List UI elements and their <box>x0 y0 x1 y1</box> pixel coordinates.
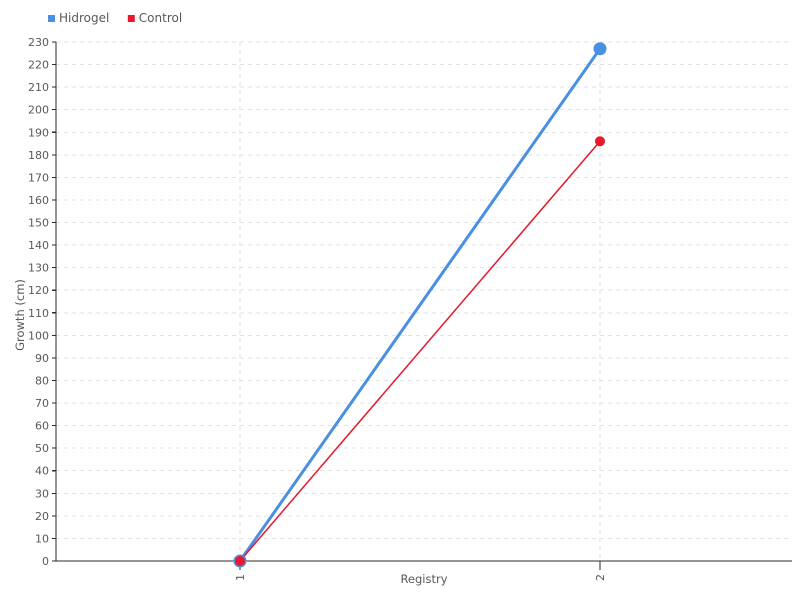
y-tick-label: 50 <box>35 442 49 455</box>
y-axis-title: Growth (cm) <box>13 279 27 351</box>
y-tick-label: 10 <box>35 532 49 545</box>
legend-marker <box>48 15 55 22</box>
y-tick-label: 140 <box>28 239 49 252</box>
data-point-control[interactable] <box>235 556 245 566</box>
x-axis-title: Registry <box>400 572 447 586</box>
y-tick-label: 90 <box>35 352 49 365</box>
y-tick-label: 230 <box>28 36 49 49</box>
y-tick-label: 210 <box>28 81 49 94</box>
y-tick-label: 190 <box>28 126 49 139</box>
y-tick-label: 80 <box>35 374 49 387</box>
legend-label[interactable]: Control <box>139 11 182 25</box>
y-tick-label: 200 <box>28 104 49 117</box>
y-tick-label: 70 <box>35 397 49 410</box>
y-tick-label: 20 <box>35 510 49 523</box>
series-lines <box>238 47 602 563</box>
x-tick-label: 1 <box>234 574 247 581</box>
x-tick-label: 2 <box>594 574 607 581</box>
y-axis-tick-labels: 0 10 20 30 40 50 60 70 80 90 100 110 120 130 140 150 160… <box>28 36 49 568</box>
y-tick-label: 150 <box>28 217 49 230</box>
y-tick-label: 0 <box>42 555 49 568</box>
y-axis-ticks <box>52 41 56 562</box>
vertical-gridlines <box>239 42 601 561</box>
y-tick-label: 30 <box>35 487 49 500</box>
series-markers <box>233 42 607 568</box>
data-point-control[interactable] <box>595 136 605 147</box>
y-tick-label: 180 <box>28 149 49 162</box>
chart-legend: Hidrogel Control <box>48 11 182 25</box>
y-tick-label: 170 <box>28 171 49 184</box>
horizontal-gridlines <box>56 41 792 539</box>
data-point-hidrogel[interactable] <box>593 42 607 56</box>
y-tick-label: 220 <box>28 59 49 72</box>
y-tick-label: 100 <box>28 329 49 342</box>
y-tick-label: 40 <box>35 465 49 478</box>
series-line-control <box>239 140 601 562</box>
series-line-hidrogel <box>238 47 602 563</box>
y-tick-label: 110 <box>28 307 49 320</box>
y-tick-label: 60 <box>35 420 49 433</box>
legend-marker <box>127 15 135 22</box>
y-tick-label: 160 <box>28 194 49 207</box>
y-tick-label: 120 <box>28 284 49 297</box>
y-tick-label: 130 <box>28 262 49 275</box>
legend-label[interactable]: Hidrogel <box>59 11 109 25</box>
